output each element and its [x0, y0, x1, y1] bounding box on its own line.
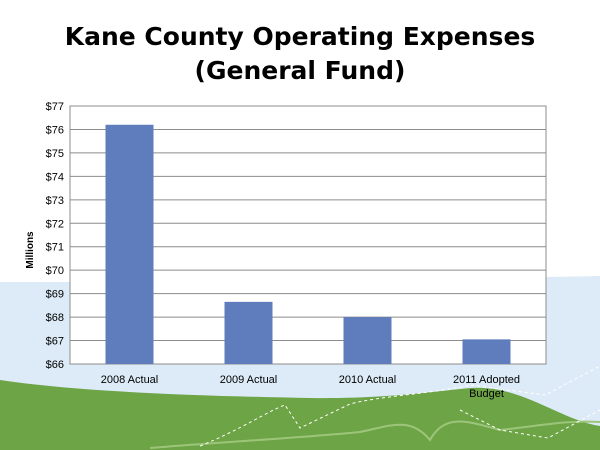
x-tick-label-line: 2009 Actual — [220, 374, 278, 386]
y-tick-label: $72 — [46, 218, 64, 230]
y-tick-label: $70 — [46, 265, 64, 277]
y-tick-label: $74 — [46, 171, 64, 183]
x-tick-label: 2009 Actual — [220, 374, 278, 386]
chart-title-line-1: Kane County Operating Expenses — [64, 22, 536, 51]
background-dashed-line-2 — [459, 409, 600, 439]
x-tick-label-line: 2010 Actual — [339, 374, 397, 386]
y-tick-label: $69 — [46, 289, 64, 301]
x-tick-label-line: 2011 Adopted — [453, 374, 520, 386]
y-tick-label: $67 — [46, 336, 64, 348]
y-tick-label: $68 — [46, 312, 64, 324]
y-tick-label: $77 — [46, 101, 64, 113]
bar — [224, 301, 273, 364]
y-tick-label: $76 — [46, 124, 64, 136]
y-tick-label: $75 — [46, 148, 64, 160]
bar — [105, 124, 154, 364]
x-tick-label: 2011 Adopted Budget — [453, 374, 520, 400]
background-wave-green — [0, 380, 600, 450]
background-wave-green-light — [149, 420, 600, 449]
x-tick-label: 2008 Actual — [101, 374, 159, 386]
y-tick-label: $73 — [46, 195, 64, 207]
x-tick-label: 2010 Actual — [339, 374, 397, 386]
x-tick-labels: 2008 Actual 2009 Actual 2010 Actual 2011 Ad… — [101, 374, 520, 400]
y-tick-label: $71 — [46, 242, 64, 254]
chart-title: Kane County Operating Expenses (General … — [0, 20, 600, 88]
chart-title-line-2: (General Fund) — [194, 56, 406, 85]
bars — [105, 124, 511, 364]
x-tick-label-line: Budget — [469, 388, 504, 400]
y-tick-labels: $66 $67 $68 $69 $70 $71 $72 $73 $74 $75 $76 $77 — [46, 101, 64, 371]
bar — [462, 339, 511, 364]
x-tick-label-line: 2008 Actual — [101, 374, 159, 386]
y-axis-label: Millions — [25, 231, 36, 269]
y-tick-label: $66 — [46, 359, 64, 371]
background-dashed-line — [199, 365, 600, 447]
bar — [343, 317, 392, 364]
